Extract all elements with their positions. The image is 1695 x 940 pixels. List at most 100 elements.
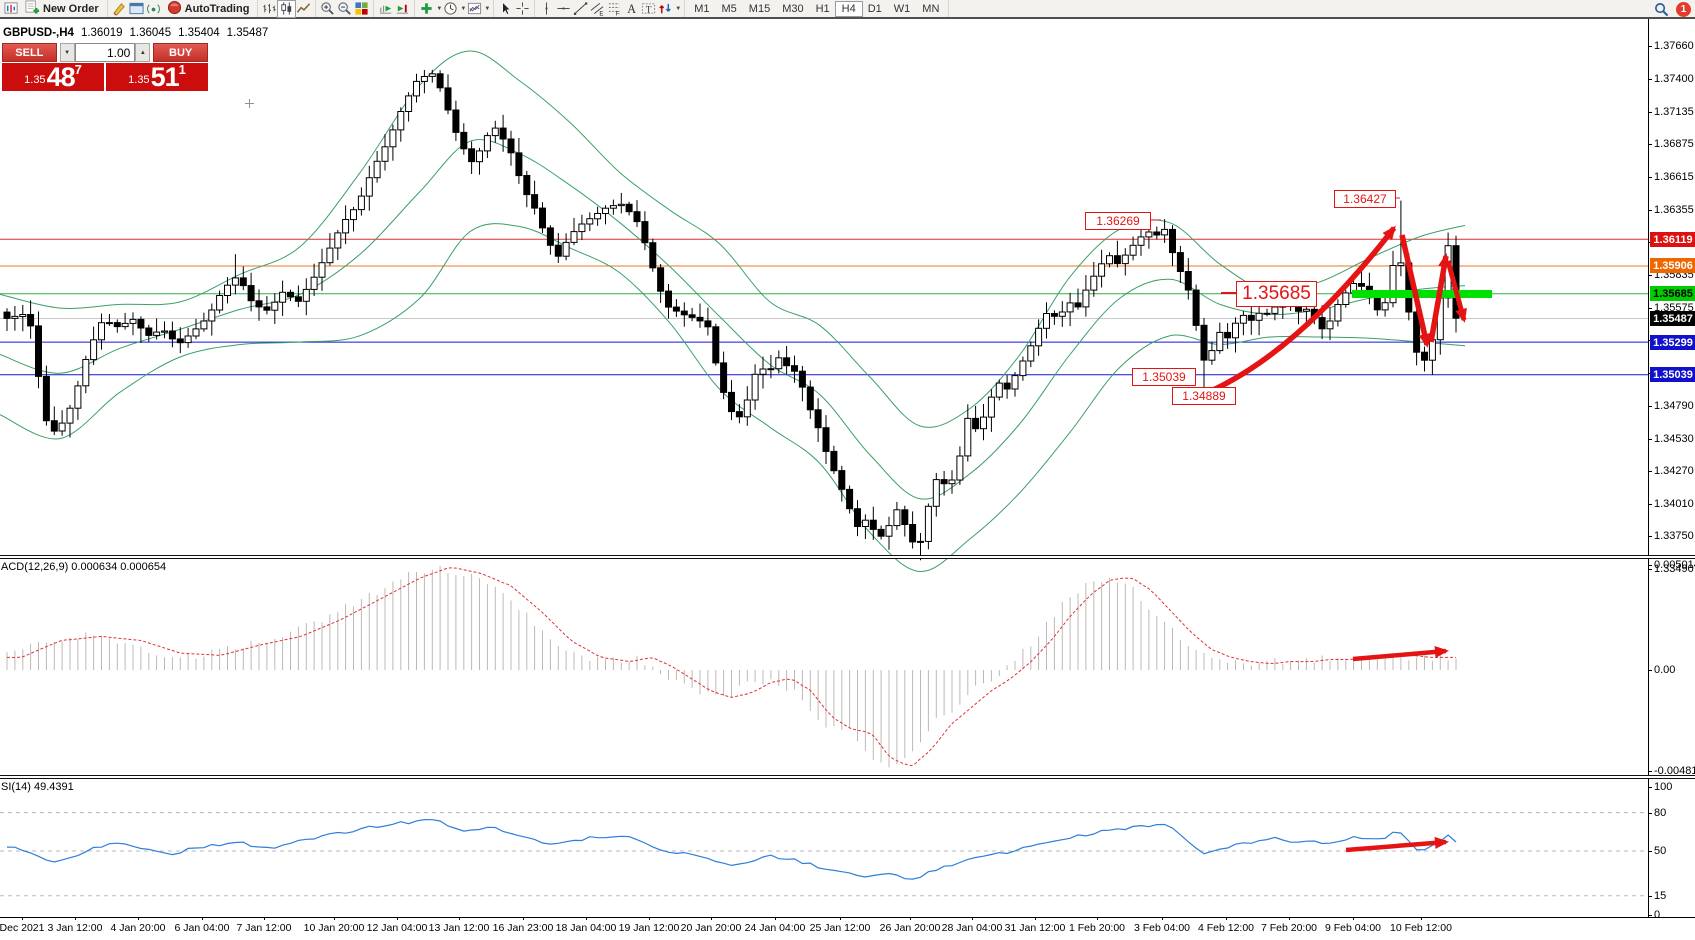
line-chart-icon[interactable]	[295, 1, 312, 17]
toolbar-group: AutoTrading	[108, 0, 259, 17]
vertical-line-icon[interactable]	[538, 1, 555, 17]
autotrading-icon	[167, 0, 182, 18]
timeframe-button-d1[interactable]: D1	[867, 2, 882, 15]
timeframe-button-m1[interactable]: M1	[694, 2, 710, 15]
sell-button[interactable]: SELL	[2, 43, 57, 62]
timeframe-button-h1[interactable]: H1	[815, 2, 830, 15]
search-icon[interactable]	[1653, 1, 1670, 17]
buy-button[interactable]: BUY	[153, 43, 208, 62]
toolbar-groups: New Order AutoTrading ▼ ▼ ▼ E F A T ▼ M1 M5 M15 M30 H1…	[0, 0, 950, 18]
price-annotation-box[interactable]: 1.35039	[1132, 368, 1196, 386]
price-level-badge: 1.36119	[1650, 232, 1695, 247]
rsi-panel-separator[interactable]	[0, 775, 1695, 779]
buy-price-display[interactable]: 1.35 51 1	[106, 63, 208, 91]
cursor-icon[interactable]	[497, 1, 514, 17]
buy-price-sup: 1	[178, 62, 186, 77]
metaeditor-icon[interactable]	[111, 1, 128, 17]
time-tick-label: 12 Jan 04:00	[366, 922, 428, 934]
toolbar-group: E F A T ▼	[535, 0, 686, 17]
text-label-icon[interactable]: T	[640, 1, 657, 17]
time-tick-label: 1 Feb 20:00	[1068, 922, 1126, 934]
timeframe-button-m30[interactable]: M30	[782, 2, 804, 15]
macd-tick	[1648, 771, 1652, 772]
fibonacci-icon[interactable]: F	[606, 1, 623, 17]
text-icon[interactable]: A	[623, 1, 640, 17]
price-tick-label: 1.34790	[1654, 400, 1694, 412]
rsi-tick	[1648, 915, 1652, 916]
chart-cursor-cross-icon	[245, 99, 254, 108]
macd-tick-label: 0.005014	[1654, 559, 1695, 571]
symbol-period-label: GBPUSD-,H4	[3, 27, 74, 39]
zoom-in-icon[interactable]	[319, 1, 336, 17]
candlestick-chart-icon[interactable]	[277, 0, 297, 18]
signals-icon[interactable]	[145, 1, 162, 17]
chevron-down-icon[interactable]: ▼	[460, 5, 467, 12]
price-annotation-box[interactable]: 1.36427	[1334, 190, 1396, 208]
quote-open: 1.36019	[80, 27, 123, 39]
zoom-out-icon[interactable]	[336, 1, 353, 17]
new-order-button[interactable]: New Order	[20, 0, 104, 16]
periods-icon[interactable]	[442, 1, 459, 17]
price-level-badge: 1.35685	[1650, 286, 1695, 301]
drawn-annotations[interactable]	[1149, 197, 1492, 853]
price-tick-label: 1.37660	[1654, 40, 1694, 52]
time-tick-label: 4 Jan 20:00	[110, 922, 166, 934]
chevron-down-icon[interactable]: ▼	[484, 5, 491, 12]
toolbar-group: M1 M5 M15 M30 H1 H4 D1 W1 MN	[685, 0, 950, 17]
time-tick	[649, 917, 650, 920]
rsi-tick-label: 50	[1654, 845, 1667, 857]
volume-input[interactable]: 1.00	[74, 43, 136, 62]
terminal-icon[interactable]	[128, 1, 145, 17]
one-click-trading-panel: SELL ▼ 1.00 ▲ BUY 1.35 48 7 1.35 51 1	[2, 43, 208, 91]
price-tick-label: 1.36615	[1654, 171, 1694, 183]
timeframe-button-w1[interactable]: W1	[893, 2, 911, 15]
toolbar-group	[316, 0, 375, 17]
equidistant-channel-icon[interactable]: E	[589, 1, 606, 17]
chart-canvas[interactable]	[0, 19, 1695, 940]
price-annotation-box[interactable]: 1.36269	[1085, 212, 1151, 230]
timeframe-button-m15[interactable]: M15	[748, 2, 771, 15]
svg-text:F: F	[616, 11, 620, 16]
arrows-icon[interactable]	[657, 1, 674, 17]
rsi-tick	[1648, 787, 1652, 788]
time-tick	[775, 917, 776, 920]
timeframe-button-mn[interactable]: MN	[922, 2, 940, 15]
crosshair-icon[interactable]	[514, 1, 531, 17]
sell-price-display[interactable]: 1.35 48 7	[2, 63, 104, 91]
time-tick	[1421, 917, 1422, 920]
time-tick	[1353, 917, 1354, 920]
volume-increase-button[interactable]: ▲	[135, 43, 151, 62]
price-tick	[1648, 406, 1652, 407]
autotrading-button[interactable]: AutoTrading	[162, 0, 255, 18]
chevron-down-icon[interactable]: ▼	[675, 5, 682, 12]
timeframe-button-m5[interactable]: M5	[721, 2, 737, 15]
price-tick	[1648, 210, 1652, 211]
sell-price-prefix: 1.35	[24, 74, 46, 86]
bar-chart-icon[interactable]	[261, 1, 278, 17]
time-tick	[972, 917, 973, 920]
new-chart-icon[interactable]	[3, 1, 20, 17]
timeframe-button-h4[interactable]: H4	[834, 0, 863, 17]
macd-panel-separator[interactable]	[0, 555, 1695, 559]
templates-icon[interactable]	[466, 1, 483, 17]
price-annotation-box[interactable]: 1.34889	[1172, 387, 1236, 405]
sell-price-big: 48	[46, 62, 76, 92]
volume-decrease-button[interactable]: ▼	[59, 43, 75, 62]
price-tick-label: 1.34270	[1654, 465, 1694, 477]
macd-tick	[1648, 565, 1652, 566]
indicators-icon[interactable]	[418, 1, 435, 17]
chart-shift-icon[interactable]	[394, 1, 411, 17]
quote-line: GBPUSD-,H4 1.36019 1.36045 1.35404 1.35487	[3, 27, 275, 39]
tile-windows-icon[interactable]	[353, 1, 370, 17]
notification-badge[interactable]: 1	[1676, 1, 1691, 17]
rsi-tick	[1648, 851, 1652, 852]
time-tick	[910, 917, 911, 920]
price-annotation-box[interactable]: 1.35685	[1236, 281, 1317, 307]
trendline-icon[interactable]	[572, 1, 589, 17]
auto-scroll-icon[interactable]	[377, 1, 394, 17]
time-tick	[1097, 917, 1098, 920]
chart-region[interactable]: GBPUSD-,H4 1.36019 1.36045 1.35404 1.35487 S…	[0, 19, 1695, 940]
chevron-down-icon[interactable]: ▼	[436, 5, 443, 12]
horizontal-line-icon[interactable]	[555, 1, 572, 17]
time-tick-label: 9 Feb 04:00	[1324, 922, 1382, 934]
